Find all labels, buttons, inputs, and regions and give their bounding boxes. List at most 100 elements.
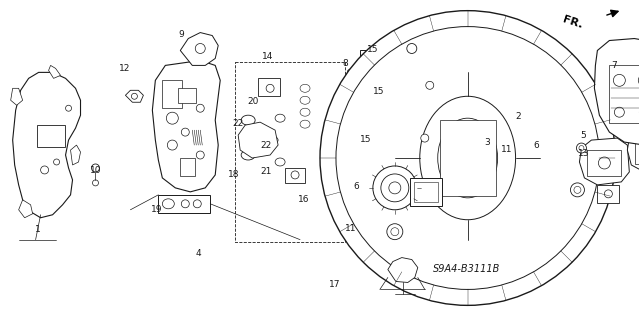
Circle shape — [407, 43, 417, 54]
Text: 13: 13 — [578, 149, 589, 158]
Bar — [410, 178, 442, 206]
Text: 6: 6 — [353, 182, 359, 191]
Text: 4: 4 — [196, 249, 202, 258]
Ellipse shape — [300, 120, 310, 128]
Circle shape — [93, 180, 99, 186]
Bar — [352, 82, 374, 120]
Circle shape — [577, 143, 586, 153]
Ellipse shape — [275, 158, 285, 166]
Ellipse shape — [300, 96, 310, 104]
Circle shape — [181, 200, 189, 208]
Ellipse shape — [241, 115, 255, 125]
Circle shape — [40, 166, 49, 174]
Text: 14: 14 — [262, 52, 273, 61]
Text: 22: 22 — [232, 119, 244, 129]
Text: 17: 17 — [329, 280, 340, 289]
Circle shape — [639, 107, 640, 117]
Text: 9: 9 — [178, 31, 184, 40]
Circle shape — [196, 151, 204, 159]
Circle shape — [447, 137, 457, 147]
Circle shape — [579, 145, 584, 151]
Polygon shape — [19, 200, 33, 218]
Circle shape — [479, 169, 488, 179]
Polygon shape — [152, 60, 220, 192]
Text: 15: 15 — [360, 135, 372, 144]
Polygon shape — [388, 257, 418, 282]
Circle shape — [387, 224, 403, 240]
Ellipse shape — [266, 136, 278, 144]
Circle shape — [92, 164, 99, 172]
Ellipse shape — [320, 11, 615, 305]
Circle shape — [65, 105, 72, 111]
Circle shape — [291, 171, 299, 179]
Ellipse shape — [300, 84, 310, 92]
Circle shape — [574, 186, 581, 193]
Circle shape — [420, 134, 429, 142]
Polygon shape — [595, 39, 640, 145]
Circle shape — [196, 104, 204, 112]
Ellipse shape — [336, 26, 600, 289]
Bar — [414, 182, 438, 202]
Circle shape — [391, 228, 399, 236]
Bar — [179, 88, 196, 103]
Bar — [258, 78, 280, 96]
Ellipse shape — [275, 114, 285, 122]
Circle shape — [464, 180, 472, 188]
Text: FR.: FR. — [561, 14, 584, 30]
Circle shape — [167, 140, 177, 150]
Text: 22: 22 — [260, 141, 271, 150]
Circle shape — [195, 43, 205, 54]
Circle shape — [604, 190, 612, 198]
Circle shape — [193, 200, 201, 208]
Bar — [360, 50, 388, 68]
Circle shape — [54, 159, 60, 165]
Polygon shape — [11, 88, 22, 105]
Circle shape — [359, 74, 367, 82]
Polygon shape — [13, 72, 81, 218]
Circle shape — [373, 166, 417, 210]
Circle shape — [181, 128, 189, 136]
Polygon shape — [180, 33, 218, 65]
Text: 21: 21 — [260, 167, 271, 176]
Circle shape — [381, 174, 409, 202]
Bar — [180, 158, 195, 176]
Bar — [163, 80, 182, 108]
Polygon shape — [49, 65, 61, 78]
Circle shape — [464, 128, 472, 136]
Bar — [364, 55, 384, 64]
Circle shape — [426, 81, 434, 89]
Circle shape — [359, 124, 367, 132]
Ellipse shape — [241, 150, 255, 160]
Polygon shape — [125, 90, 143, 102]
Text: 20: 20 — [247, 97, 259, 106]
Ellipse shape — [163, 199, 174, 209]
Circle shape — [598, 157, 611, 169]
Text: 3: 3 — [484, 137, 490, 146]
Bar — [235, 63, 345, 241]
Text: 11: 11 — [501, 145, 513, 154]
Polygon shape — [238, 122, 278, 158]
Bar — [285, 168, 305, 183]
Ellipse shape — [458, 146, 477, 170]
Ellipse shape — [420, 96, 516, 220]
Text: 5: 5 — [580, 131, 586, 140]
Text: 16: 16 — [298, 195, 310, 204]
Bar — [597, 185, 620, 203]
Text: 12: 12 — [119, 64, 131, 73]
Text: 19: 19 — [152, 205, 163, 214]
Text: 8: 8 — [342, 59, 348, 68]
Text: S9A4-B3111B: S9A4-B3111B — [433, 264, 500, 274]
Circle shape — [166, 112, 179, 124]
Polygon shape — [344, 63, 382, 142]
Text: 15: 15 — [367, 45, 379, 55]
Circle shape — [131, 93, 138, 99]
Text: 2: 2 — [515, 112, 521, 121]
Bar — [636, 140, 640, 164]
Circle shape — [479, 137, 488, 147]
Bar — [440, 120, 495, 196]
Circle shape — [389, 182, 401, 194]
Bar — [158, 195, 210, 213]
Text: 11: 11 — [345, 224, 356, 233]
Circle shape — [638, 74, 640, 86]
Text: 7: 7 — [611, 61, 616, 70]
